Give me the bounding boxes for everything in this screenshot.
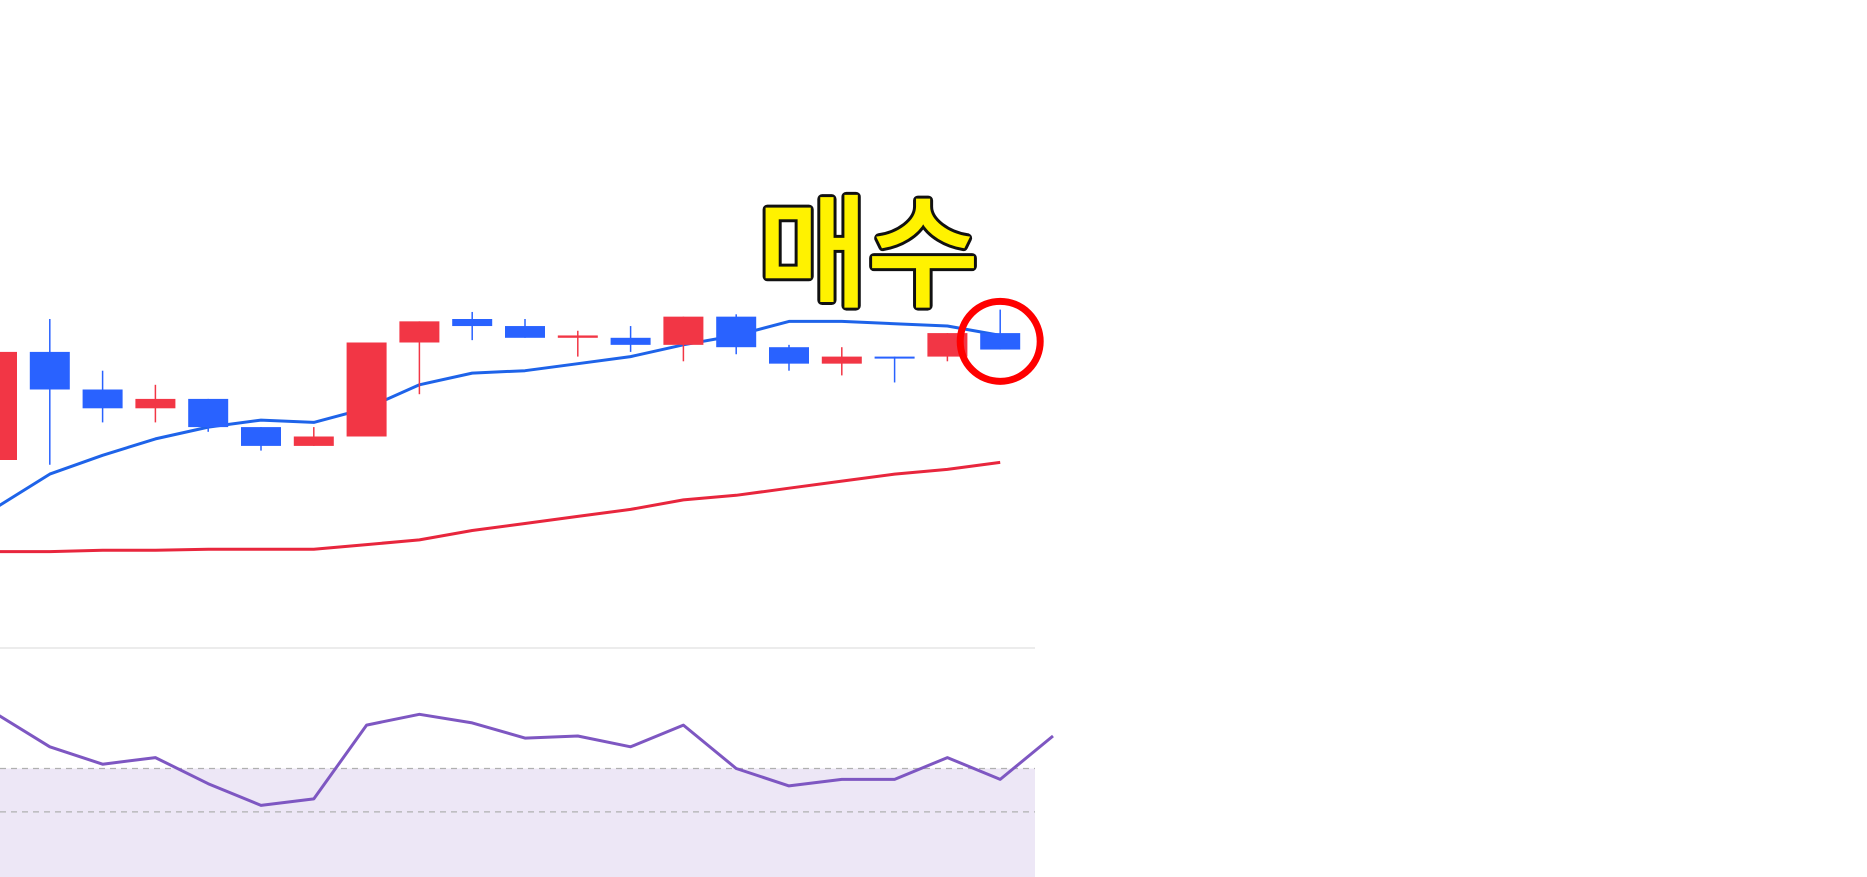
candle (663, 316, 704, 362)
candle (241, 427, 281, 451)
candle (29, 319, 70, 465)
candle (0, 351, 17, 460)
candle-body (0, 351, 17, 460)
candle (188, 398, 229, 432)
ma-long-layer (0, 460, 1001, 554)
buy-annotation-label: 매수 (758, 186, 979, 325)
oscillator-panel (0, 712, 1054, 877)
candle (505, 319, 545, 338)
candle (452, 311, 493, 341)
candle-body (346, 342, 387, 437)
ma-short-layer (0, 319, 1001, 507)
candle (821, 347, 862, 376)
candle-body (769, 347, 809, 364)
candle (874, 356, 915, 383)
candle-body (663, 316, 704, 345)
candle-body (399, 321, 440, 343)
ma-long-line (0, 460, 1001, 554)
candle-body (135, 398, 176, 409)
candle (293, 427, 334, 446)
oscillator-line (0, 712, 1054, 807)
candle-body (716, 316, 757, 348)
candle (557, 330, 598, 357)
candle (346, 342, 387, 437)
candle (769, 344, 809, 371)
candle-body (241, 427, 281, 446)
ma-short-line (0, 319, 1001, 507)
candles-layer (0, 309, 1021, 465)
candle (82, 370, 123, 423)
candle-body (874, 356, 915, 359)
candle-body (980, 333, 1021, 350)
candle-body (610, 337, 651, 345)
candle (399, 321, 440, 395)
candle (610, 326, 651, 352)
candle (135, 384, 176, 423)
candle-body (505, 326, 545, 338)
annotation-layer: 매수 (755, 183, 1044, 385)
candle-body (188, 398, 229, 428)
candle-body (452, 319, 493, 327)
candle-body (82, 389, 123, 409)
price-panel (0, 309, 1021, 554)
highlight-circle (956, 297, 1044, 385)
candle-body (821, 356, 862, 364)
candle (716, 314, 757, 355)
candle-body (557, 335, 598, 338)
candle (980, 309, 1021, 350)
candle-body (293, 436, 334, 446)
oscillator-band (0, 768, 1035, 877)
candle-body (29, 351, 70, 390)
